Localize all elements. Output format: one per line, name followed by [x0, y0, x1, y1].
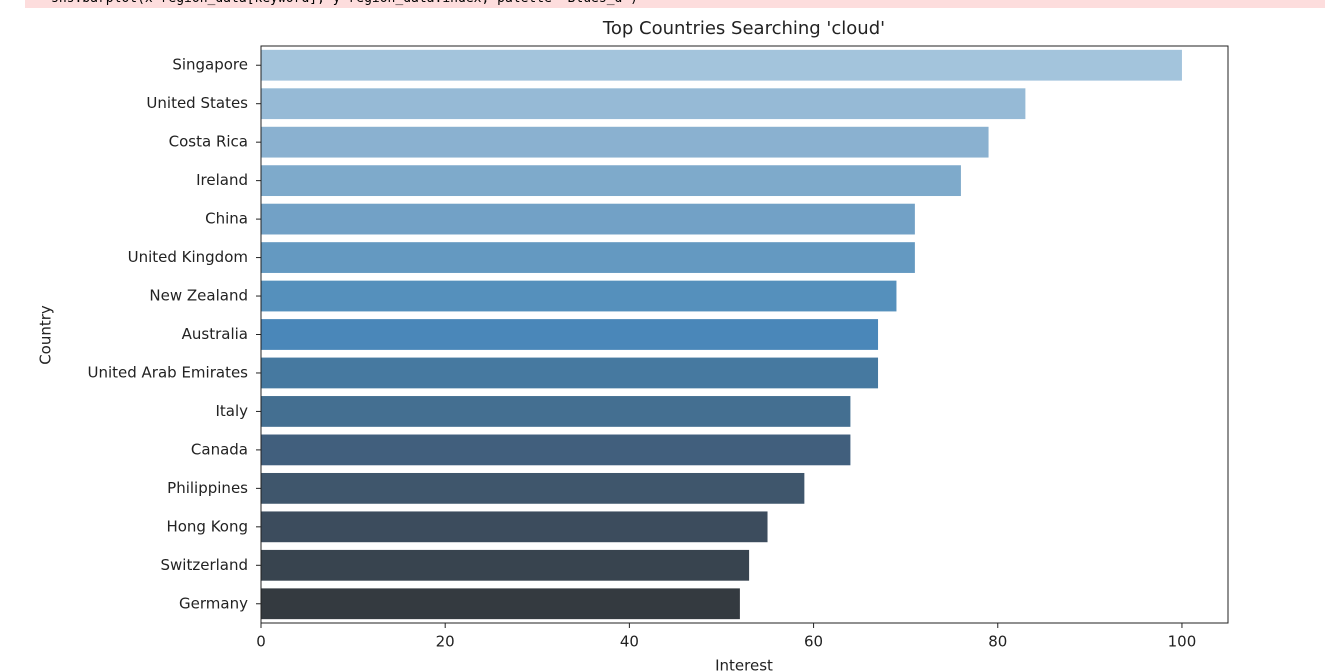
bar [261, 49, 1182, 81]
bar [261, 242, 915, 273]
x-tick-label: 20 [436, 633, 455, 651]
x-tick-label: 80 [988, 633, 1007, 651]
bar [261, 511, 768, 543]
bar [261, 126, 989, 158]
bar [261, 203, 915, 235]
x-tick-label: 100 [1168, 633, 1197, 651]
x-axis-label: Interest [715, 657, 773, 672]
bar [261, 472, 805, 504]
chart-title: Top Countries Searching 'cloud' [602, 18, 885, 39]
y-tick-label: Canada [191, 440, 248, 458]
bar [261, 280, 897, 312]
y-tick-label: Germany [179, 594, 248, 612]
y-tick-label: Hong Kong [166, 517, 248, 535]
y-tick-label: United Arab Emirates [87, 363, 248, 381]
bar [261, 319, 879, 350]
y-tick-label: Australia [182, 325, 248, 343]
y-tick-label: United Kingdom [128, 248, 248, 266]
bar [261, 434, 851, 466]
bar [261, 396, 851, 427]
plot-frame [260, 45, 1229, 624]
y-tick-label: New Zealand [149, 287, 248, 305]
y-tick-label: Singapore [172, 56, 248, 74]
warning-code: sns.barplot(x=region_data[keyword], y=re… [51, 0, 638, 6]
warning-strip: sns.barplot(x=region_data[keyword], y=re… [25, 0, 1325, 8]
bar [261, 88, 1026, 120]
x-tick-label: 40 [620, 633, 639, 651]
bar [261, 549, 750, 581]
y-tick-label: United States [146, 94, 248, 112]
y-tick-label: Philippines [167, 479, 248, 497]
y-tick-label: Ireland [196, 171, 248, 189]
y-tick-label: Costa Rica [169, 133, 248, 151]
x-tick-label: 60 [804, 633, 823, 651]
bar [261, 357, 879, 389]
bar [261, 165, 961, 197]
y-tick-label: Italy [215, 402, 248, 420]
x-tick-label: 0 [256, 633, 266, 651]
y-tick-label: Switzerland [161, 556, 249, 574]
y-tick-label: China [205, 210, 248, 228]
bar [261, 588, 740, 620]
y-axis-label: Country [37, 305, 55, 365]
